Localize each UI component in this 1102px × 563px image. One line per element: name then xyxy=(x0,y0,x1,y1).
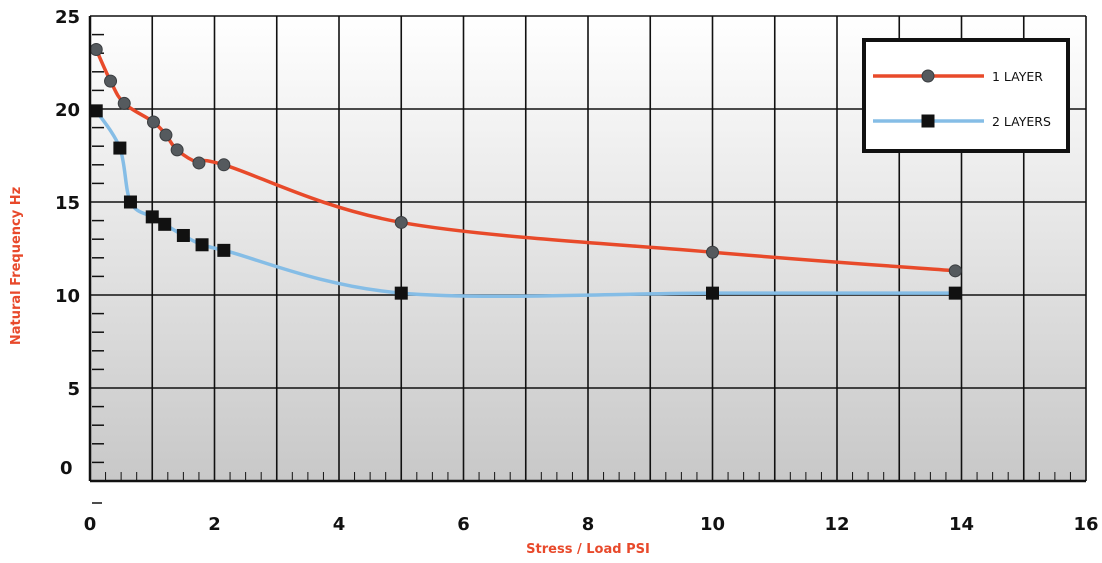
x-tick-label: 4 xyxy=(333,514,346,535)
y-tick-label: 20 xyxy=(55,100,80,121)
data-point xyxy=(145,210,159,224)
x-tick-label: 0 xyxy=(84,514,97,535)
y-tick-label: 10 xyxy=(55,286,80,307)
y-tick-labels: 0 5 10 15 20 25 xyxy=(55,7,80,479)
data-point xyxy=(146,115,160,129)
x-tick-label: 6 xyxy=(457,514,470,535)
data-point xyxy=(706,286,719,300)
data-point xyxy=(89,104,103,118)
data-point xyxy=(89,42,103,56)
data-point xyxy=(394,215,408,229)
data-point xyxy=(706,245,719,259)
y-tick-label: 15 xyxy=(55,193,80,214)
legend-box xyxy=(862,38,1070,153)
y-tick-label: 0 xyxy=(60,458,73,479)
data-point xyxy=(217,158,231,172)
x-axis-title: Stress / Load PSI xyxy=(526,542,650,557)
y-axis-title: Natural Frequency Hz xyxy=(9,187,24,345)
x-tick-label: 12 xyxy=(824,514,849,535)
series-layer xyxy=(89,42,962,300)
series-2-layers xyxy=(89,104,962,300)
data-point xyxy=(195,238,209,252)
legend-marker xyxy=(921,69,935,83)
x-tick-label: 10 xyxy=(700,514,725,535)
x-tick-label: 14 xyxy=(949,514,974,535)
axes xyxy=(88,15,1087,483)
data-point xyxy=(192,156,206,170)
legend-label: 2 LAYERS xyxy=(992,114,1051,129)
data-point xyxy=(159,128,173,142)
minor-ticks xyxy=(89,33,1071,504)
data-point xyxy=(176,228,190,242)
x-tick-label: 16 xyxy=(1073,514,1098,535)
data-point xyxy=(948,286,962,300)
x-tick-label: 2 xyxy=(208,514,221,535)
y-tick-label: 25 xyxy=(55,7,80,28)
legend: 1 LAYER 2 LAYERS xyxy=(862,38,1070,153)
legend-label: 1 LAYER xyxy=(992,69,1043,84)
y-tick-label: 5 xyxy=(67,379,80,400)
data-point xyxy=(158,217,172,231)
data-point xyxy=(170,143,184,157)
data-point xyxy=(117,96,131,110)
x-tick-label: 8 xyxy=(582,514,595,535)
series-1-layer xyxy=(89,42,962,278)
data-point xyxy=(123,195,137,209)
data-point xyxy=(948,264,962,278)
x-tick-labels: 0 2 4 6 8 10 12 14 16 xyxy=(84,514,1099,535)
legend-marker xyxy=(921,114,935,128)
data-point xyxy=(104,74,118,88)
data-point xyxy=(113,141,127,155)
data-point xyxy=(394,286,408,300)
data-point xyxy=(217,243,231,257)
